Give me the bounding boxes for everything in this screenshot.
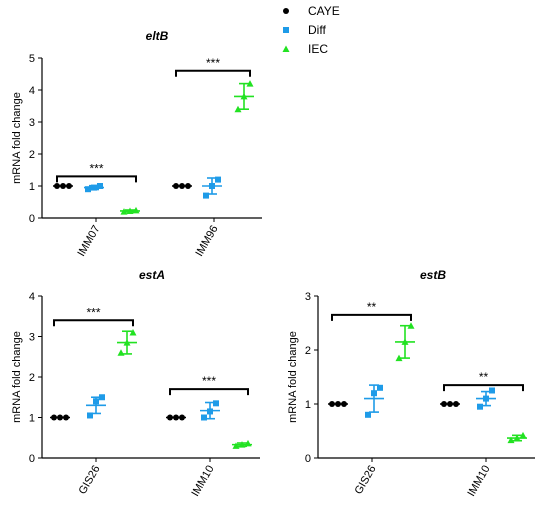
legend-marker-diff [283, 27, 289, 33]
significance-bracket [169, 388, 249, 396]
data-point-diff [97, 183, 103, 189]
chart-eltb: eltB 0 1 2 3 4 5 mRNA fold change IMM07 IMM96 *** *… [11, 29, 262, 259]
y-tick-label: 2 [305, 345, 311, 357]
data-point-diff [99, 394, 105, 401]
y-tick-label: 0 [29, 213, 35, 225]
data-point-iec [246, 80, 254, 87]
chart-title: eltB [146, 29, 169, 43]
data-point-iec [117, 349, 125, 356]
x-tick-label: GIS26 [77, 464, 103, 497]
legend-label-iec: IEC [308, 42, 328, 56]
data-point-iec [129, 328, 137, 336]
y-tick-label: 4 [29, 85, 35, 97]
significance-label: *** [86, 305, 100, 319]
legend-label-diff: Diff [308, 23, 326, 37]
data-point-diff [87, 412, 93, 419]
data-point-diff [377, 384, 383, 391]
significance-label: *** [202, 374, 216, 388]
y-tick-label: 0 [305, 453, 311, 465]
data-point-iec [395, 354, 403, 362]
legend-label-caye: CAYE [308, 4, 340, 18]
chart-title: estB [420, 268, 446, 282]
significance-bracket [175, 69, 251, 77]
data-point-diff [85, 186, 91, 193]
y-tick-label: 3 [29, 332, 35, 344]
data-point-iec [519, 431, 527, 439]
legend-marker-caye [283, 8, 289, 14]
chart-esta: estA 0 1 2 3 4 mRNA fold change GIS26 IMM10 *** **… [11, 268, 260, 499]
significance-bracket [443, 384, 524, 392]
data-point-diff [203, 192, 209, 199]
y-tick-label: 3 [305, 291, 311, 303]
data-point-diff [365, 411, 371, 418]
chart-title: estA [139, 268, 165, 282]
x-tick-label: IMM10 [189, 464, 216, 499]
y-axis-label: mRNA fold change [11, 331, 23, 423]
significance-label: ** [479, 370, 489, 384]
data-point-iec [232, 442, 240, 449]
data-point-diff [477, 403, 483, 410]
significance-bracket [56, 175, 137, 183]
y-tick-label: 5 [29, 53, 35, 65]
significance-label: ** [367, 300, 377, 314]
significance-label: *** [89, 161, 103, 175]
significance-label: *** [206, 56, 220, 70]
y-tick-label: 2 [29, 372, 35, 384]
x-tick-label: IMM96 [193, 224, 220, 259]
y-tick-label: 2 [29, 149, 35, 161]
data-point-diff [489, 387, 495, 394]
y-tick-label: 1 [29, 413, 35, 425]
chart-estb: estB 0 1 2 3 mRNA fold change GIS26 IMM10 ** ** [287, 268, 535, 499]
data-point-iec [507, 436, 515, 444]
y-tick-label: 0 [29, 453, 35, 465]
y-tick-label: 3 [29, 117, 35, 129]
y-tick-label: 1 [305, 399, 311, 411]
significance-bracket [53, 319, 134, 327]
y-tick-label: 1 [29, 181, 35, 193]
data-point-diff [201, 414, 207, 421]
data-point-diff [215, 176, 221, 183]
y-axis-label: mRNA fold change [287, 331, 299, 423]
significance-bracket [331, 313, 412, 321]
x-tick-label: GIS26 [353, 464, 379, 497]
legend-marker-iec [282, 45, 290, 52]
y-axis-label: mRNA fold change [11, 92, 23, 184]
x-tick-label: IMM10 [465, 464, 492, 499]
data-point-iec [407, 322, 415, 329]
legend: CAYE Diff IEC [282, 4, 340, 56]
data-point-iec [234, 105, 242, 113]
y-tick-label: 4 [29, 291, 35, 303]
data-point-diff [213, 400, 219, 407]
x-tick-label: IMM07 [75, 224, 102, 259]
